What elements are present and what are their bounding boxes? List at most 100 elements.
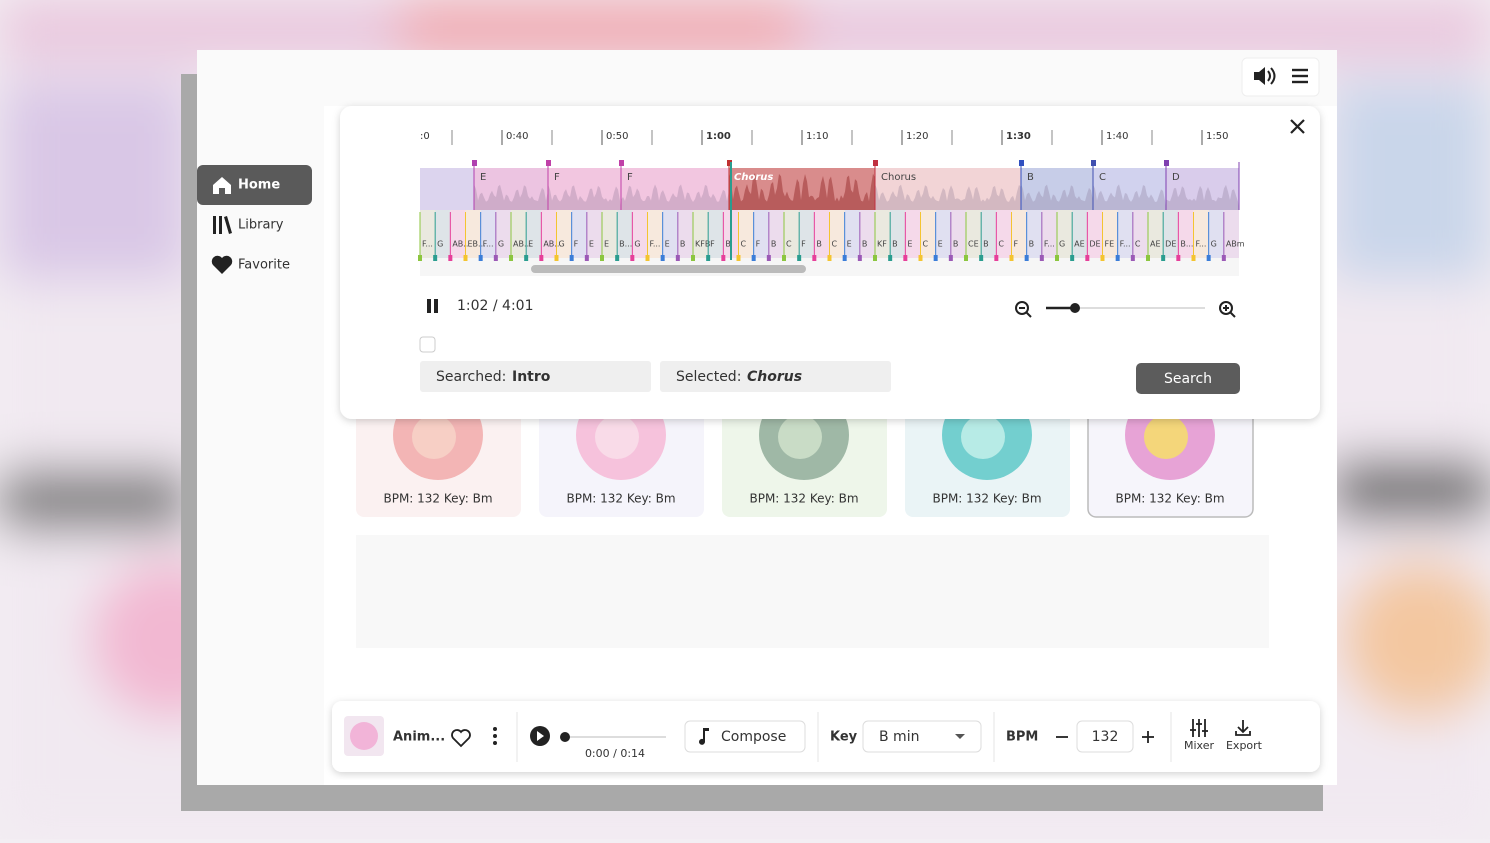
chord-block[interactable] — [1132, 210, 1148, 258]
key-select[interactable] — [862, 720, 982, 753]
export-button[interactable] — [1235, 720, 1251, 736]
waveform — [875, 184, 1021, 210]
section-handle[interactable] — [619, 160, 624, 166]
chord-block[interactable] — [890, 210, 906, 258]
chord-block[interactable] — [799, 210, 815, 258]
chord-block[interactable] — [662, 210, 678, 258]
chord-block[interactable] — [693, 210, 709, 258]
bpm-input[interactable] — [1076, 720, 1134, 753]
close-button[interactable] — [1290, 119, 1305, 134]
chord-block[interactable] — [1193, 210, 1209, 258]
zoom-out[interactable] — [1015, 301, 1032, 318]
chord-block[interactable] — [571, 210, 587, 258]
chord-block[interactable] — [738, 210, 754, 258]
chord-block[interactable] — [1163, 210, 1179, 258]
chord-block[interactable] — [1057, 210, 1073, 258]
section-handle[interactable] — [472, 160, 477, 166]
more-button[interactable] — [493, 727, 497, 745]
section[interactable] — [875, 168, 1021, 210]
chord-block[interactable] — [966, 210, 982, 258]
zoom-in[interactable] — [1219, 301, 1236, 318]
chord-block[interactable] — [556, 210, 572, 258]
chord-block[interactable] — [420, 210, 436, 258]
nav-item[interactable]: Favorite — [238, 258, 290, 273]
scrollbar[interactable] — [531, 265, 806, 273]
chord-block[interactable] — [1223, 210, 1239, 258]
chord-block[interactable] — [1208, 210, 1224, 258]
section[interactable] — [1093, 168, 1166, 210]
chord-block[interactable] — [768, 210, 784, 258]
chord-label: F... — [422, 240, 433, 249]
section[interactable] — [474, 168, 548, 210]
chord-block[interactable] — [1178, 210, 1194, 258]
section[interactable] — [548, 168, 621, 210]
chord-block[interactable] — [814, 210, 830, 258]
chord-block[interactable] — [1148, 210, 1164, 258]
chord-block[interactable] — [1011, 210, 1027, 258]
chord-block[interactable] — [875, 210, 891, 258]
tick-label: :0 — [420, 131, 430, 142]
chord-block[interactable] — [602, 210, 618, 258]
track-name: Anim... — [393, 730, 445, 745]
compose-button[interactable] — [684, 720, 806, 753]
volume-button[interactable] — [1254, 67, 1276, 85]
chord-block[interactable] — [859, 210, 875, 258]
chord-block[interactable] — [920, 210, 936, 258]
section-handle[interactable] — [873, 160, 878, 166]
checkbox[interactable] — [419, 336, 436, 353]
section-handle[interactable] — [1091, 160, 1096, 166]
section-handle[interactable] — [546, 160, 551, 166]
chord-block[interactable] — [784, 210, 800, 258]
progress-thumb[interactable] — [560, 732, 570, 742]
chord-block[interactable] — [996, 210, 1012, 258]
section[interactable] — [1166, 168, 1239, 210]
pause-button[interactable] — [427, 299, 438, 313]
chord-block[interactable] — [935, 210, 951, 258]
chord-block[interactable] — [647, 210, 663, 258]
chord-block[interactable] — [586, 210, 602, 258]
chord-block[interactable] — [495, 210, 511, 258]
chord-block[interactable] — [753, 210, 769, 258]
chord-block[interactable] — [480, 210, 496, 258]
chord-block[interactable] — [465, 210, 481, 258]
nav-active — [197, 165, 312, 205]
chord-block[interactable] — [511, 210, 527, 258]
chord-handle — [797, 255, 802, 261]
section[interactable] — [621, 168, 729, 210]
nav-item[interactable]: Library — [238, 218, 284, 233]
chord-block[interactable] — [1117, 210, 1133, 258]
chord-label: C — [741, 240, 747, 249]
chord-block[interactable] — [541, 210, 557, 258]
chord-block[interactable] — [677, 210, 693, 258]
chord-block[interactable] — [1087, 210, 1103, 258]
section-handle[interactable] — [1019, 160, 1024, 166]
chord-handle — [736, 255, 741, 261]
chord-block[interactable] — [632, 210, 648, 258]
favorite-button[interactable] — [451, 729, 471, 748]
chord-block[interactable] — [617, 210, 633, 258]
chord-block[interactable] — [950, 210, 966, 258]
chord-block[interactable] — [435, 210, 451, 258]
play-button[interactable] — [530, 726, 550, 746]
chord-block[interactable] — [905, 210, 921, 258]
chord-block[interactable] — [1026, 210, 1042, 258]
chord-block[interactable] — [1102, 210, 1118, 258]
chord-block[interactable] — [829, 210, 845, 258]
chord-block[interactable] — [981, 210, 997, 258]
chord-block[interactable] — [844, 210, 860, 258]
section-handle[interactable] — [727, 160, 732, 166]
section-handle[interactable] — [1164, 160, 1169, 166]
chord-block[interactable] — [526, 210, 542, 258]
chord-label: C — [998, 240, 1004, 249]
section[interactable] — [1021, 168, 1093, 210]
bpm-increase[interactable] — [1142, 731, 1154, 743]
search-button[interactable] — [1136, 363, 1240, 394]
chord-block[interactable] — [1041, 210, 1057, 258]
nav-item[interactable]: Home — [238, 178, 280, 193]
menu-button[interactable] — [1292, 68, 1308, 84]
chord-block[interactable] — [450, 210, 466, 258]
zoom-thumb[interactable] — [1070, 303, 1080, 313]
chord-block[interactable] — [1072, 210, 1088, 258]
chord-block[interactable] — [708, 210, 724, 258]
mixer-button[interactable] — [1190, 719, 1208, 737]
